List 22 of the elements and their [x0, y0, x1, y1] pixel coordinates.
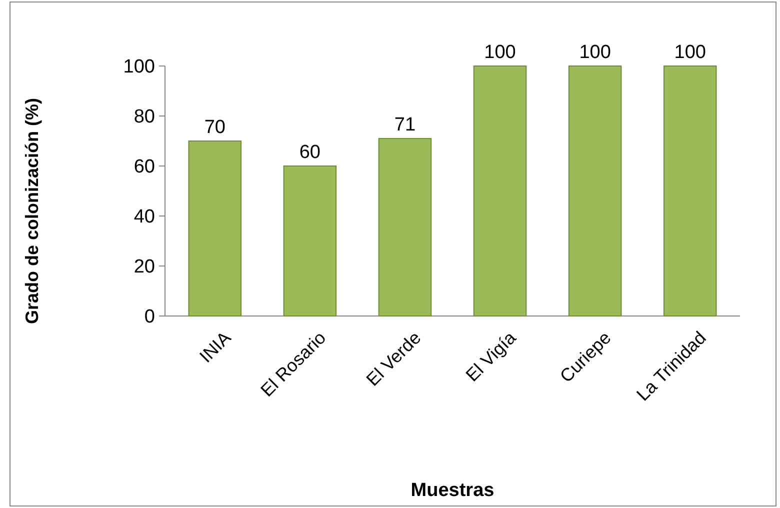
- y-tick-label: 0: [144, 306, 155, 328]
- x-tick-label: INIA: [196, 328, 235, 366]
- data-label: 100: [674, 42, 706, 63]
- data-label: 70: [204, 117, 226, 138]
- bar: [378, 138, 432, 316]
- bar: [663, 66, 717, 316]
- y-axis-title: Grado de colonización (%): [22, 98, 42, 324]
- bar: [188, 140, 242, 316]
- x-axis-title: Muestras: [410, 480, 494, 501]
- y-tick-label: 40: [134, 206, 155, 228]
- bar: [473, 66, 527, 316]
- bar: [568, 66, 622, 316]
- data-label: 100: [484, 42, 516, 63]
- data-label: 71: [394, 114, 416, 136]
- y-tick-label: 80: [134, 106, 155, 128]
- data-label: 100: [579, 42, 611, 63]
- data-label: 60: [299, 142, 321, 163]
- y-tick-label: 60: [134, 156, 155, 178]
- y-tick-label: 100: [123, 56, 155, 78]
- bar: [283, 166, 337, 316]
- y-tick-label: 20: [134, 256, 155, 278]
- x-tick-label: El Vigía: [462, 326, 520, 386]
